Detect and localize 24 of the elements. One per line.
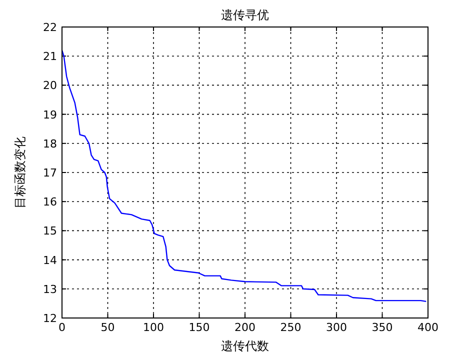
- x-tick-label: 300: [326, 321, 347, 334]
- x-tick-label: 0: [58, 321, 66, 334]
- y-axis-title: 目标函数变化: [13, 136, 27, 208]
- y-tick-label: 12: [43, 312, 57, 325]
- x-axis-title: 遗传代数: [221, 339, 269, 353]
- x-tick-label: 350: [372, 321, 393, 334]
- y-tick-label: 17: [43, 166, 57, 180]
- y-tick-label: 19: [43, 108, 57, 122]
- line-series: [61, 50, 427, 302]
- y-tick-label: 14: [43, 254, 57, 267]
- x-tick-label: 200: [234, 321, 256, 334]
- x-tick-label: 250: [280, 321, 302, 334]
- x-tick-label: 50: [100, 321, 115, 334]
- y-tick-label: 16: [43, 196, 57, 209]
- y-tick-label: 15: [43, 224, 57, 238]
- y-tick-label: 18: [43, 137, 57, 150]
- x-tick-label: 400: [418, 321, 438, 334]
- x-tick-label: 100: [143, 321, 164, 334]
- y-tick-label: 20: [43, 79, 57, 92]
- y-tick-label: 21: [43, 50, 57, 64]
- y-tick-label: 13: [43, 282, 57, 296]
- x-tick-label: 150: [188, 321, 210, 334]
- y-tick-label: 22: [43, 21, 57, 34]
- chart-title: 遗传寻优: [221, 8, 269, 22]
